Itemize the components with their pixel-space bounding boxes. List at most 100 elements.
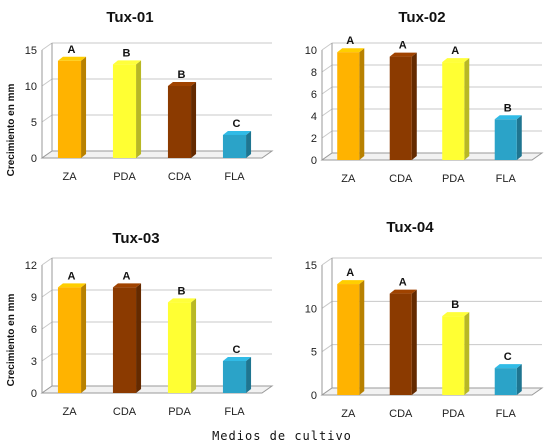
x-tick-label: CDA xyxy=(389,173,413,185)
gridline-depth xyxy=(41,321,53,330)
gridline-depth xyxy=(41,78,53,87)
bar-side xyxy=(191,298,197,393)
x-tick-label: FLA xyxy=(496,173,517,185)
gridline-depth xyxy=(41,114,53,123)
bar xyxy=(222,361,247,393)
x-tick-label: FLA xyxy=(224,171,245,183)
y-tick-label: 2 xyxy=(311,133,317,145)
gridline-depth xyxy=(321,257,333,266)
significance-letter: B xyxy=(451,299,459,311)
bar-top xyxy=(389,52,417,57)
bar xyxy=(442,62,465,160)
bar-side xyxy=(191,82,197,158)
y-tick-label: 9 xyxy=(31,292,37,304)
significance-letter: B xyxy=(178,69,186,81)
bar xyxy=(167,86,192,158)
bar-top xyxy=(494,364,522,369)
y-tick-label: 10 xyxy=(25,81,37,93)
x-tick-label: ZA xyxy=(341,408,356,420)
x-tick-label: CDA xyxy=(168,171,192,183)
bar xyxy=(442,316,465,395)
bar-top xyxy=(337,280,365,285)
bar xyxy=(57,287,82,393)
significance-letter: B xyxy=(504,102,512,114)
bar xyxy=(494,368,517,395)
bar-side xyxy=(464,312,470,395)
chart-title: Tux-02 xyxy=(398,9,445,26)
significance-letter: A xyxy=(346,35,354,47)
bar-top xyxy=(442,312,470,317)
bar-side xyxy=(516,364,522,395)
bar-top xyxy=(222,130,252,135)
gridline-depth xyxy=(321,344,333,353)
gridline-depth xyxy=(41,257,53,266)
x-tick-label: PDA xyxy=(442,173,465,185)
bar-top xyxy=(57,283,87,288)
significance-letter: A xyxy=(399,40,407,52)
bar-top xyxy=(167,82,197,86)
significance-letter: A xyxy=(346,267,354,279)
significance-letter: C xyxy=(504,351,512,363)
bar-side xyxy=(516,115,522,160)
bar xyxy=(389,56,412,160)
y-tick-label: 5 xyxy=(31,117,37,129)
bar-side xyxy=(136,283,142,393)
bar xyxy=(337,52,360,161)
x-tick-label: ZA xyxy=(62,171,77,183)
shared-x-axis-label: Medios de cultivo xyxy=(212,429,352,443)
y-tick-label: 0 xyxy=(311,155,317,167)
x-tick-label: ZA xyxy=(62,406,77,418)
x-tick-label: PDA xyxy=(113,171,136,183)
bar-top xyxy=(112,60,142,65)
significance-letter: C xyxy=(233,118,241,130)
gridline-depth xyxy=(41,289,53,298)
x-tick-label: FLA xyxy=(224,406,245,418)
bar xyxy=(167,302,192,393)
y-tick-label: 0 xyxy=(31,153,37,165)
bar-top xyxy=(494,115,522,120)
significance-letter: B xyxy=(178,285,186,297)
bar xyxy=(57,60,82,158)
y-tick-label: 15 xyxy=(25,45,37,57)
y-tick-label: 15 xyxy=(305,260,317,272)
significance-letter: C xyxy=(233,344,241,356)
significance-letter: A xyxy=(399,277,407,289)
x-tick-label: ZA xyxy=(341,173,356,185)
x-tick-label: PDA xyxy=(168,406,191,418)
y-tick-label: 6 xyxy=(311,89,317,101)
gridline-depth xyxy=(321,130,333,139)
chart-title: Tux-01 xyxy=(106,9,153,26)
y-tick-label: 0 xyxy=(311,390,317,402)
bar-top xyxy=(389,289,417,294)
x-tick-label: CDA xyxy=(113,406,137,418)
y-tick-label: 5 xyxy=(311,347,317,359)
gridline-depth xyxy=(321,108,333,117)
y-axis-label: Crecimiento en mm xyxy=(6,293,17,386)
bar-side xyxy=(246,357,252,393)
significance-letter: A xyxy=(123,270,131,282)
bar xyxy=(389,293,412,395)
bar xyxy=(494,119,517,160)
gridline-depth xyxy=(41,42,53,51)
chart-title: Tux-03 xyxy=(112,230,159,247)
bar-side xyxy=(246,130,252,158)
y-tick-label: 4 xyxy=(311,111,317,123)
y-tick-label: 0 xyxy=(31,388,37,400)
gridline-depth xyxy=(321,64,333,73)
bar-side xyxy=(464,58,470,160)
y-tick-label: 10 xyxy=(305,303,317,315)
bar xyxy=(337,284,360,395)
y-tick-label: 10 xyxy=(305,45,317,57)
x-tick-label: CDA xyxy=(389,408,413,420)
bar-top xyxy=(167,298,197,303)
bar-side xyxy=(359,48,365,161)
bar xyxy=(222,134,247,158)
x-tick-label: PDA xyxy=(442,408,465,420)
gridline-depth xyxy=(321,42,333,51)
bar-top xyxy=(57,56,87,61)
y-tick-label: 12 xyxy=(25,260,37,272)
significance-letter: A xyxy=(68,270,76,282)
y-axis-label: Crecimiento en mm xyxy=(6,83,17,176)
y-tick-label: 6 xyxy=(31,324,37,336)
